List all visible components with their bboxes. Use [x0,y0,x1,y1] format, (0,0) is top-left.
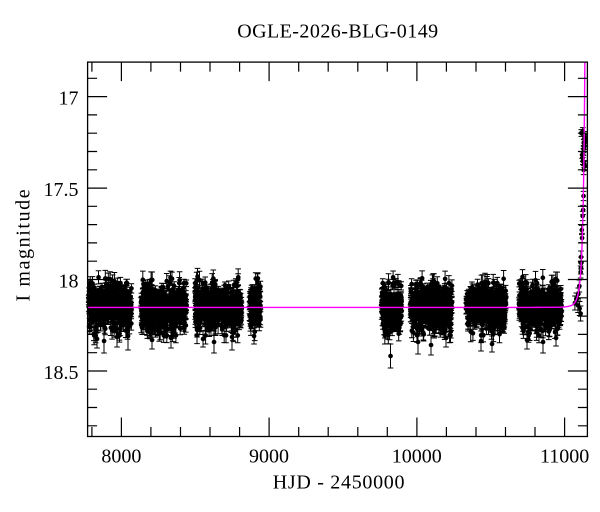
svg-text:I magnitude: I magnitude [13,188,35,302]
svg-text:17: 17 [59,88,79,110]
svg-text:10000: 10000 [392,446,442,468]
svg-text:8000: 8000 [101,446,141,468]
svg-text:OGLE-2026-BLG-0149: OGLE-2026-BLG-0149 [237,21,438,43]
svg-text:18: 18 [59,270,79,292]
svg-text:HJD - 2450000: HJD - 2450000 [273,472,405,494]
svg-text:11000: 11000 [540,446,589,468]
svg-text:18.5: 18.5 [44,362,79,384]
svg-text:17.5: 17.5 [44,179,79,201]
svg-text:9000: 9000 [249,446,289,468]
